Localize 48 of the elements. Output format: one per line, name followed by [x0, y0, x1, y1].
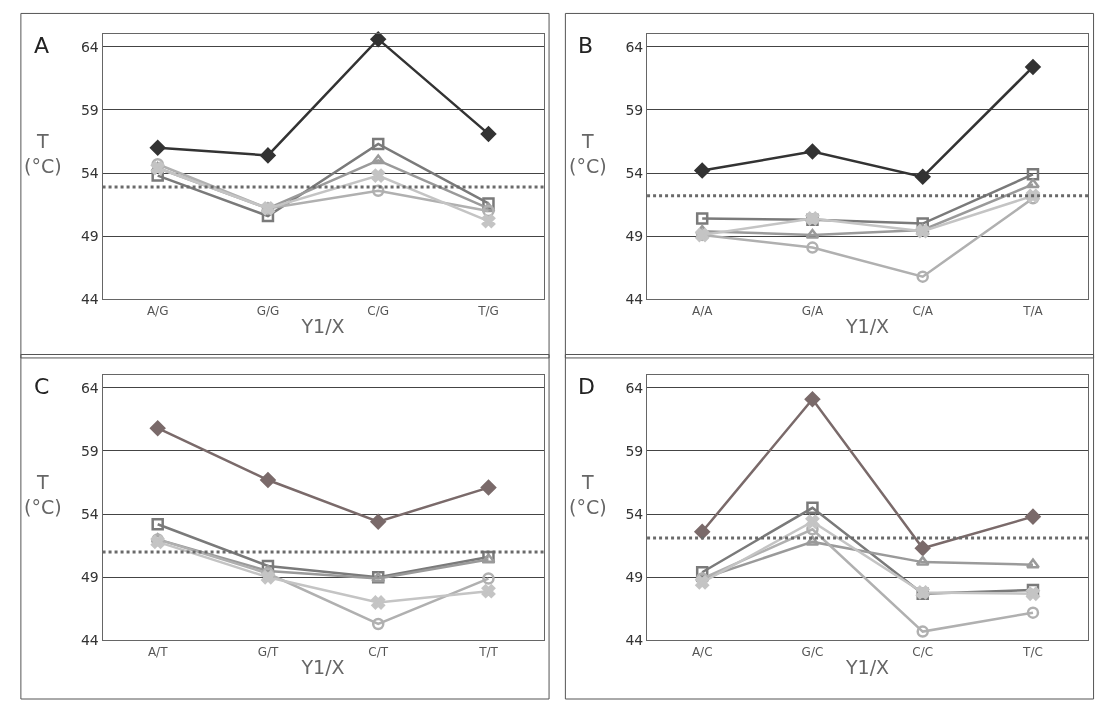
x-tick-label: G/T	[257, 644, 279, 659]
x-axis-title: Y1/X	[300, 655, 345, 678]
y-axis-title: T (°C)	[24, 471, 62, 518]
x-tick-label: G/G	[256, 303, 280, 318]
x-axis-title: Y1/X	[300, 314, 345, 337]
y-tick-label: 59	[80, 101, 99, 118]
chart-title: A	[34, 33, 50, 58]
y-axis-title: T (°C)	[569, 130, 607, 177]
y-tick-label: 44	[80, 632, 99, 649]
y-tick-label: 44	[625, 632, 644, 649]
x-tick-label: A/G	[146, 303, 169, 318]
x-tick-label: T/G	[477, 303, 499, 318]
x-tick-label: T/A	[1022, 303, 1044, 318]
y-tick-label: 59	[625, 442, 644, 459]
x-tick-label: C/C	[912, 644, 934, 659]
y-tick-label: 54	[80, 506, 99, 523]
x-tick-label: C/G	[367, 303, 390, 318]
y-tick-label: 54	[80, 164, 99, 181]
y-tick-label: 64	[80, 379, 99, 396]
y-tick-label: 44	[80, 291, 99, 308]
x-tick-label: A/T	[147, 644, 169, 659]
x-tick-label: T/T	[478, 644, 499, 659]
y-tick-label: 64	[80, 38, 99, 55]
y-tick-label: 54	[625, 164, 644, 181]
chart-title: C	[34, 374, 50, 399]
x-tick-label: G/A	[801, 303, 825, 318]
chart-title: B	[578, 33, 594, 58]
y-tick-label: 54	[625, 506, 644, 523]
x-tick-label: A/C	[691, 644, 713, 659]
x-axis-title: Y1/X	[845, 655, 890, 678]
x-axis-title: Y1/X	[845, 314, 890, 337]
x-tick-label: C/A	[912, 303, 934, 318]
chart-title: D	[578, 374, 595, 399]
y-tick-label: 49	[625, 228, 644, 245]
y-tick-label: 64	[625, 379, 644, 396]
y-axis-title: T (°C)	[24, 130, 62, 177]
x-tick-label: A/A	[691, 303, 714, 318]
y-tick-label: 49	[625, 569, 644, 586]
y-tick-label: 49	[80, 569, 99, 586]
y-tick-label: 64	[625, 38, 644, 55]
y-tick-label: 59	[80, 442, 99, 459]
x-tick-label: G/C	[801, 644, 824, 659]
y-tick-label: 59	[625, 101, 644, 118]
y-axis-title: T (°C)	[569, 471, 607, 518]
y-tick-label: 49	[80, 228, 99, 245]
x-tick-label: C/T	[368, 644, 389, 659]
x-tick-label: T/C	[1022, 644, 1043, 659]
y-tick-label: 44	[625, 291, 644, 308]
